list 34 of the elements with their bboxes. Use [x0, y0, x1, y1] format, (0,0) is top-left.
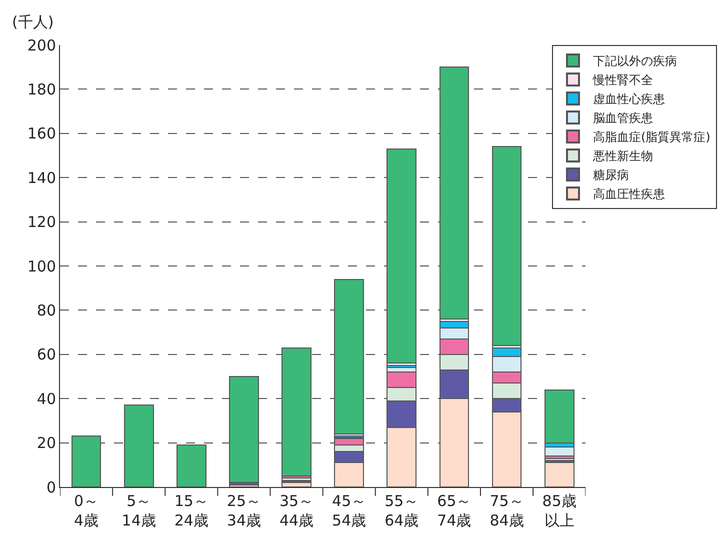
x-tick-label: 0～ 4歳 — [74, 492, 99, 530]
legend-label: 高血圧性疾患 — [593, 187, 665, 202]
legend-label: 慢性腎不全 — [592, 73, 653, 88]
y-tick-label: 140 — [27, 168, 56, 187]
x-tick-label: 25～ 34歳 — [226, 492, 262, 530]
x-tick-label: 55～ 64歳 — [384, 492, 419, 530]
y-tick-label: 180 — [27, 80, 56, 98]
x-tick-label: 85歳以上 — [542, 492, 576, 530]
y-tick-label: 0 — [46, 478, 56, 496]
bar — [544, 462, 574, 487]
legend-label: 下記以外の疾病 — [593, 54, 677, 68]
y-axis-title: (千人) — [12, 13, 54, 31]
legend-label: 虚血性心疾患 — [593, 92, 665, 106]
legend-label: 脳血管疾患 — [593, 111, 653, 126]
x-tick-label: 5～ 14歳 — [122, 492, 156, 530]
legend-label: 高脂血症(脂質異常症) — [593, 130, 710, 144]
y-tick-label: 40 — [36, 390, 56, 408]
x-tick-label: 75～ 84歳 — [490, 492, 524, 530]
legend-label: 悪性新生物 — [592, 149, 653, 164]
y-tick-label: 80 — [36, 301, 56, 320]
y-tick-label: 160 — [27, 124, 56, 143]
bar — [492, 146, 522, 346]
y-tick-label: 200 — [27, 36, 56, 54]
x-tick-label: 45～ 54歳 — [332, 492, 366, 530]
legend-label: 糖尿病 — [593, 168, 629, 182]
y-tick-label: 120 — [27, 213, 56, 232]
x-tick-label: 35～ 44歳 — [279, 492, 314, 530]
bar — [544, 389, 574, 444]
x-tick-label: 65～ 74歳 — [437, 492, 472, 530]
x-tick-label: 15～ 24歳 — [174, 492, 208, 530]
bar — [544, 446, 574, 457]
y-tick-label: 20 — [36, 434, 56, 452]
y-tick-label: 60 — [36, 346, 56, 364]
y-tick-label: 100 — [27, 257, 56, 276]
